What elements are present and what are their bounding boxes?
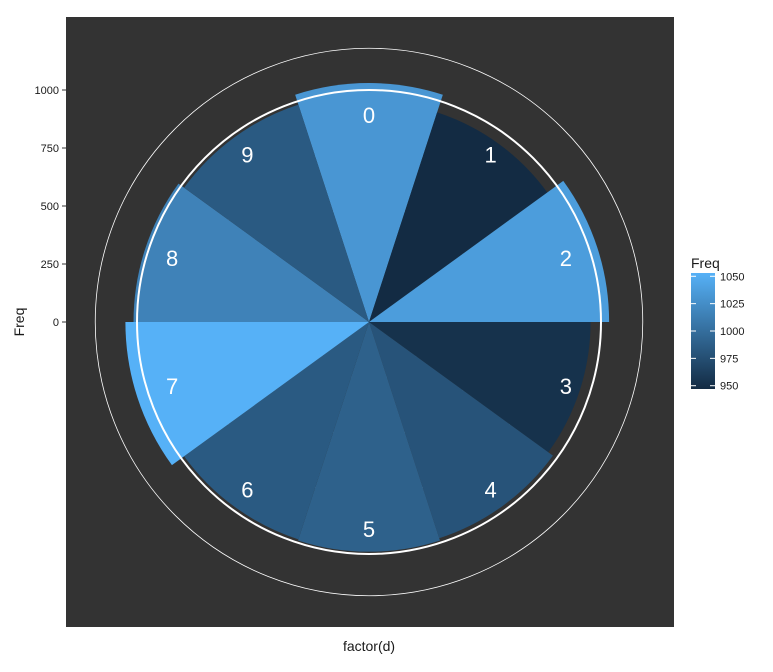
y-tick-label-250: 250	[41, 259, 59, 271]
sector-label-0: 0	[363, 103, 375, 128]
sector-label-7: 7	[166, 374, 178, 399]
sector-2	[369, 180, 610, 322]
y-tick-label-0: 0	[53, 317, 59, 329]
legend-label-975: 975	[720, 353, 738, 365]
sector-label-1: 1	[485, 143, 497, 168]
legend-title: Freq	[691, 255, 720, 271]
sector-5	[298, 322, 440, 552]
bar-sectors	[125, 83, 610, 552]
outer-rings	[94, 47, 644, 597]
sector-label-6: 6	[241, 477, 253, 502]
sector-7	[125, 322, 370, 466]
sector-label-4: 4	[485, 477, 497, 502]
legend-ticks: 1050 1025 1000 975 950	[691, 271, 744, 393]
sector-label-9: 9	[241, 143, 253, 168]
sector-3	[369, 322, 591, 453]
sector-9	[184, 104, 369, 322]
y-axis-ticks: 0 250 500 750 1000	[35, 85, 66, 329]
sector-6	[184, 322, 369, 540]
sector-label-3: 3	[560, 374, 572, 399]
sector-label-5: 5	[363, 517, 375, 542]
y-tick-label-1000: 1000	[35, 85, 59, 97]
sector-4	[369, 322, 553, 539]
outer-boundary-circle	[94, 47, 644, 597]
x-axis-title: factor(d)	[343, 638, 395, 654]
y-tick-label-500: 500	[41, 201, 59, 213]
legend-label-950: 950	[720, 381, 738, 393]
legend-label-1050: 1050	[720, 271, 744, 283]
legend-label-1000: 1000	[720, 326, 744, 338]
y-tick-label-750: 750	[41, 143, 59, 155]
sector-label-8: 8	[166, 246, 178, 271]
sector-8	[133, 183, 369, 322]
legend-label-1025: 1025	[720, 299, 744, 311]
sector-labels: 0 1 2 3 4 5 6 7 8 9	[166, 103, 572, 542]
sector-0	[295, 83, 443, 322]
y-axis-title: Freq	[11, 308, 27, 337]
grid-circle-1000	[136, 89, 602, 555]
legend: Freq 1050 1025 1000 975 950	[691, 255, 744, 393]
sector-1	[369, 112, 548, 322]
sector-label-2: 2	[560, 246, 572, 271]
